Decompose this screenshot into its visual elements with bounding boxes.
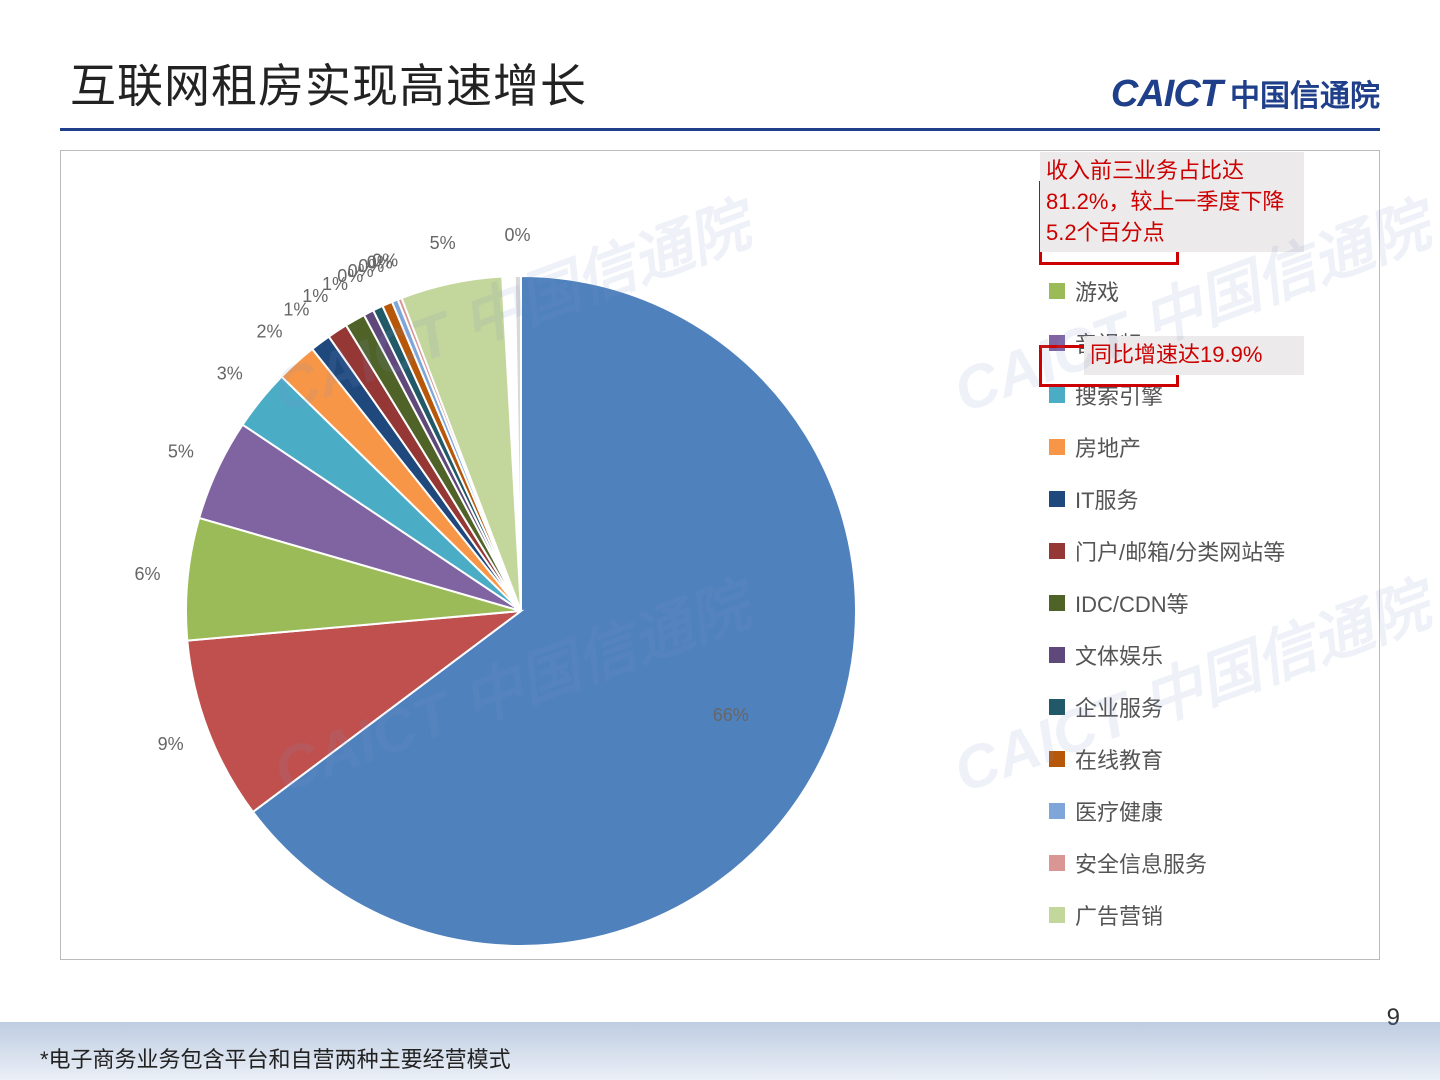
legend-label: 游戏: [1075, 275, 1119, 307]
legend-swatch: [1049, 595, 1065, 611]
legend-item: 医疗健康: [1049, 795, 1349, 827]
pie-data-label: 0%: [372, 250, 398, 270]
logo-text: 中国信通院: [1230, 71, 1380, 115]
legend-item: 游戏: [1049, 275, 1349, 307]
legend-label: 房地产: [1075, 431, 1141, 463]
legend-item: 搜索引擎: [1049, 379, 1349, 411]
pie-data-label: 5%: [168, 442, 194, 462]
legend-swatch: [1049, 543, 1065, 559]
legend-item: IT服务: [1049, 483, 1349, 515]
legend-label: IT服务: [1075, 483, 1139, 515]
pie-data-label: 0%: [505, 225, 531, 245]
brand-logo: CAICT 中国信通院: [1111, 71, 1380, 116]
pie-data-label: 2%: [257, 322, 283, 342]
legend-item: 在线教育: [1049, 743, 1349, 775]
legend-swatch: [1049, 855, 1065, 871]
pie-chart: 66%9%6%5%3%2%1%1%1%0%0%0%0%0%5%0%: [91, 171, 911, 951]
pie-data-label: 6%: [135, 564, 161, 584]
callout-note: 同比增速达19.9%: [1084, 336, 1304, 375]
legend-item: 安全信息服务: [1049, 847, 1349, 879]
legend-label: 文体娱乐: [1075, 639, 1163, 671]
pie-data-label: 9%: [158, 734, 184, 754]
logo-mark: CAICT: [1111, 73, 1222, 116]
callout-note: 收入前三业务占比达81.2%，较上一季度下降5.2个百分点: [1040, 152, 1304, 252]
legend-swatch: [1049, 647, 1065, 663]
footnote: *电子商务业务包含平台和自营两种主要经营模式: [0, 1042, 511, 1074]
legend-label: 企业服务: [1075, 691, 1163, 723]
legend-item: 房地产: [1049, 431, 1349, 463]
legend-swatch: [1049, 751, 1065, 767]
chart-area: 66%9%6%5%3%2%1%1%1%0%0%0%0%0%5%0% 电子商务社交…: [60, 150, 1380, 960]
legend-swatch: [1049, 387, 1065, 403]
legend-swatch: [1049, 907, 1065, 923]
pie-data-label: 3%: [217, 363, 243, 383]
legend-label: 在线教育: [1075, 743, 1163, 775]
pie-data-label: 5%: [430, 233, 456, 253]
legend: 电子商务社交/在线游戏音视频搜索引擎房地产IT服务门户/邮箱/分类网站等IDC/…: [1049, 171, 1349, 931]
pie-data-label: 66%: [713, 705, 749, 725]
slide: 互联网租房实现高速增长 CAICT 中国信通院 66%9%6%5%3%2%1%1…: [0, 0, 1440, 1080]
legend-swatch: [1049, 491, 1065, 507]
page-title: 互联网租房实现高速增长: [70, 50, 587, 116]
legend-item: IDC/CDN等: [1049, 587, 1349, 619]
footer-bar: *电子商务业务包含平台和自营两种主要经营模式: [0, 1022, 1440, 1080]
header: 互联网租房实现高速增长 CAICT 中国信通院: [70, 50, 1380, 116]
legend-label: 搜索引擎: [1075, 379, 1163, 411]
legend-item: 门户/邮箱/分类网站等: [1049, 535, 1349, 567]
legend-label: 安全信息服务: [1075, 847, 1207, 879]
header-rule: [60, 128, 1380, 131]
legend-label: 医疗健康: [1075, 795, 1163, 827]
legend-swatch: [1049, 283, 1065, 299]
legend-swatch: [1049, 803, 1065, 819]
legend-label: 广告营销: [1075, 899, 1163, 931]
legend-item: 文体娱乐: [1049, 639, 1349, 671]
legend-label: 门户/邮箱/分类网站等: [1075, 535, 1285, 567]
legend-item: 广告营销: [1049, 899, 1349, 931]
legend-swatch: [1049, 335, 1065, 351]
legend-item: 企业服务: [1049, 691, 1349, 723]
legend-swatch: [1049, 439, 1065, 455]
legend-label: IDC/CDN等: [1075, 587, 1189, 619]
legend-swatch: [1049, 699, 1065, 715]
